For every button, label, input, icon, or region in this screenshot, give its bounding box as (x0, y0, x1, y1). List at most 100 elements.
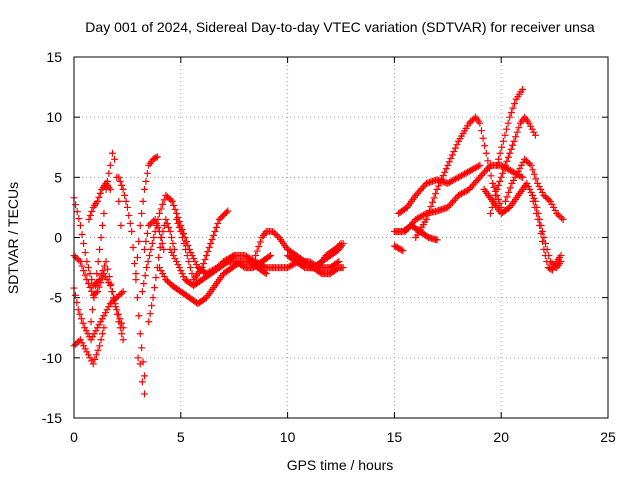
data-point (165, 223, 173, 231)
data-point (537, 229, 545, 237)
data-point (456, 191, 464, 199)
data-point (97, 318, 105, 326)
data-point (153, 219, 161, 227)
data-point (442, 165, 450, 173)
data-point (415, 188, 423, 196)
data-point (190, 255, 198, 263)
data-point (224, 207, 232, 215)
data-point (83, 276, 91, 284)
series-arc-26 (493, 85, 527, 169)
data-point (526, 185, 534, 193)
data-point (117, 221, 125, 229)
data-point (450, 197, 458, 205)
data-point (244, 253, 252, 261)
data-point (173, 215, 181, 223)
data-point (494, 195, 502, 203)
data-point (493, 161, 501, 169)
data-point (155, 209, 163, 217)
data-point (76, 336, 84, 344)
data-point (131, 260, 139, 268)
data-point (157, 267, 165, 275)
data-point (445, 158, 453, 166)
plot-frame (73, 56, 609, 419)
data-point (96, 189, 104, 197)
data-point (143, 264, 151, 272)
data-point (78, 230, 86, 238)
data-point (205, 244, 213, 252)
series-arc-14 (173, 207, 232, 284)
data-point (188, 270, 196, 278)
data-point (98, 221, 106, 229)
data-point (88, 357, 96, 365)
data-point (152, 154, 160, 162)
data-point (550, 203, 558, 211)
data-point (445, 202, 453, 210)
data-point (140, 372, 148, 380)
data-point (138, 288, 146, 296)
data-point (501, 131, 509, 139)
data-point (135, 238, 143, 246)
data-point (95, 283, 103, 291)
data-point (541, 252, 549, 260)
x-tick-label: 0 (70, 429, 78, 445)
data-point (96, 246, 104, 254)
data-point (183, 252, 191, 260)
data-point (448, 151, 456, 159)
data-point (265, 253, 273, 261)
data-point (334, 243, 342, 251)
data-point (471, 178, 479, 186)
data-point (75, 256, 83, 264)
data-point (174, 219, 182, 227)
data-point (136, 221, 144, 229)
data-point (339, 264, 347, 272)
data-point (77, 315, 85, 323)
data-point (532, 209, 540, 217)
data-point (272, 230, 280, 238)
data-point (93, 324, 101, 332)
data-point (186, 264, 194, 272)
data-point (163, 193, 171, 201)
data-point (273, 232, 281, 240)
data-point (174, 261, 182, 269)
series-arc-24 (412, 113, 505, 241)
data-point (465, 119, 473, 127)
data-point (92, 327, 100, 335)
data-point (337, 240, 345, 248)
data-point (503, 157, 511, 165)
data-point (255, 259, 263, 267)
data-point (529, 197, 537, 205)
data-point (506, 184, 514, 192)
data-point (438, 175, 446, 183)
data-point (504, 119, 512, 127)
data-point (255, 243, 263, 251)
data-point (261, 269, 269, 277)
data-point (538, 238, 546, 246)
x-tick-label: 15 (387, 429, 403, 445)
data-point (474, 175, 482, 183)
data-point (548, 200, 556, 208)
data-point (285, 263, 293, 271)
data-point (531, 131, 539, 139)
data-point (162, 215, 170, 223)
data-point (165, 194, 173, 202)
data-point (150, 234, 158, 241)
data-point (461, 170, 469, 178)
data-point (154, 223, 162, 231)
data-point (427, 203, 435, 211)
data-point (503, 125, 511, 133)
data-point (558, 214, 566, 222)
data-point (505, 188, 513, 196)
axis-ticks: 0 5 10 15 20 25 -15 -10 -5 0 5 10 15 (42, 49, 616, 445)
data-point (543, 194, 551, 202)
data-point (447, 200, 455, 208)
y-axis-label: SDTVAR / TECUs (5, 182, 21, 294)
data-point (256, 260, 264, 268)
data-point (100, 209, 108, 217)
data-point (82, 327, 90, 335)
data-point (169, 240, 177, 248)
data-point (407, 221, 415, 229)
data-point (227, 253, 235, 261)
data-point (89, 306, 97, 314)
data-point (507, 145, 515, 153)
data-point (530, 128, 538, 136)
